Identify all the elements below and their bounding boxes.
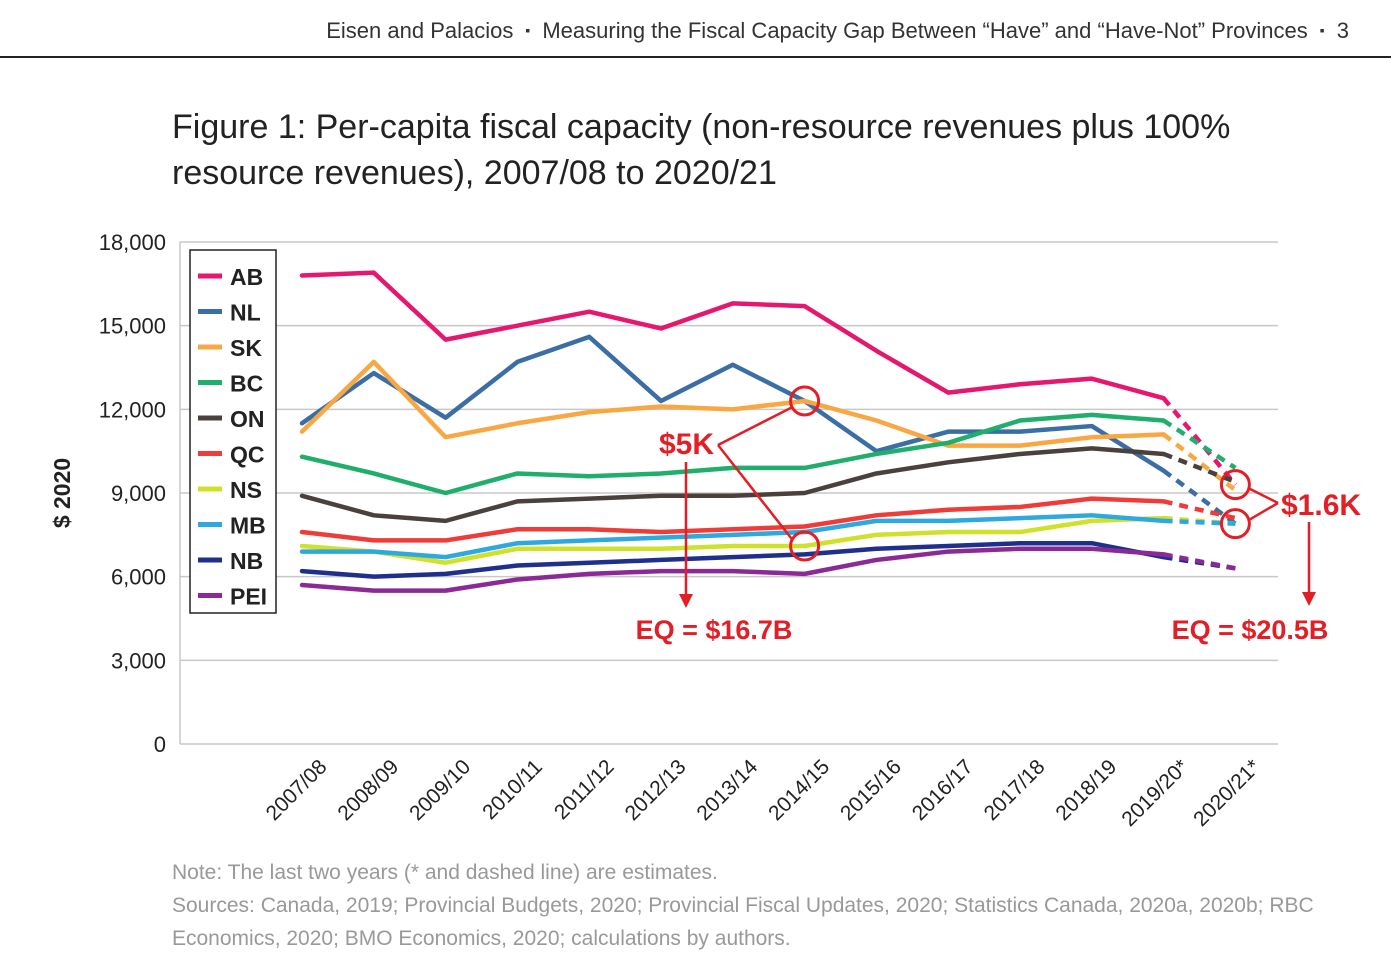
series-line-on — [299, 446, 1166, 524]
series-line-ns — [299, 515, 1166, 565]
grid-lines — [180, 241, 1278, 745]
header-authors: Eisen and Palacios — [326, 18, 514, 43]
x-tick-label: 2015/16 — [836, 755, 906, 825]
legend-label: BC — [230, 371, 263, 397]
series-line-mb — [299, 513, 1166, 560]
x-tick-label: 2011/12 — [550, 755, 619, 824]
y-axis-title: $ 2020 — [49, 458, 75, 528]
annotation-connector — [717, 444, 794, 541]
x-tick-label: 2009/10 — [405, 755, 475, 825]
y-tick-label: 3,000 — [111, 648, 166, 673]
annotation-circle — [789, 385, 821, 417]
legend-label: SK — [230, 335, 262, 361]
series-line-bc — [299, 412, 1166, 496]
x-tick-label: 2013/14 — [692, 755, 762, 825]
annotation-circle — [789, 530, 821, 562]
legend-label: PEI — [230, 584, 267, 610]
series-line-qc — [299, 496, 1166, 543]
series-line-ab — [299, 270, 1166, 401]
legend-label: AB — [230, 264, 263, 290]
series-estimate-line-qc — [1163, 499, 1236, 521]
annotation-eq-2020: EQ = $20.5B — [1172, 615, 1329, 645]
legend-label: MB — [230, 513, 266, 539]
note-text: Note: The last two years (* and dashed l… — [172, 861, 718, 884]
x-tick-label: 2010/11 — [478, 755, 547, 824]
running-header: Eisen and Palacios ▪ Measuring the Fiscal … — [0, 18, 1391, 58]
y-tick-label: 6,000 — [111, 565, 166, 590]
y-tick-label: 0 — [154, 732, 166, 757]
x-tick-label: 2016/17 — [908, 755, 978, 825]
y-tick-label: 18,000 — [99, 230, 166, 255]
annotation-gap-2014: $5K — [659, 428, 714, 461]
x-tick-label: 2020/21* — [1189, 755, 1265, 831]
annotation-gap-2020: $1.6K — [1281, 489, 1361, 522]
series-estimate-line-pei — [1163, 552, 1236, 571]
annotation-arrowhead — [1302, 592, 1316, 606]
annotation-circle — [1219, 508, 1251, 540]
x-tick-label: 2018/19 — [1051, 755, 1121, 825]
annotation-connector — [717, 405, 794, 447]
series-lines — [299, 270, 1238, 593]
y-tick-label: 12,000 — [99, 397, 166, 422]
annotation-connector — [1248, 501, 1279, 521]
series-line-nl — [299, 334, 1166, 473]
figure-notes: Note: The last two years (* and dashed l… — [172, 856, 1372, 955]
legend-label: ON — [230, 406, 265, 432]
annotation-eq-2014: EQ = $16.7B — [636, 615, 793, 645]
header-running-title: Measuring the Fiscal Capacity Gap Betwee… — [542, 18, 1308, 43]
series-line-sk — [299, 359, 1166, 448]
sources-text: Sources: Canada, 2019; Provincial Budget… — [172, 894, 1314, 950]
y-tick-label: 9,000 — [111, 481, 166, 506]
annotation-circle — [1219, 469, 1251, 501]
figure-title: Figure 1: Per-capita fiscal capacity (no… — [172, 108, 1231, 192]
legend-label: NS — [230, 477, 262, 503]
annotation-connector — [1248, 487, 1279, 505]
running-header-text: Eisen and Palacios ▪ Measuring the Fiscal … — [326, 18, 1349, 44]
legend-label: QC — [230, 442, 265, 468]
x-tick-label: 2008/09 — [333, 755, 403, 825]
header-separator: ▪ — [1319, 22, 1325, 38]
y-tick-label: 15,000 — [99, 314, 166, 339]
header-separator: ▪ — [525, 22, 531, 38]
series-estimate-line-mb — [1163, 518, 1236, 526]
annotations: $5K EQ = $16.7B $1.6K EQ = $20.5B — [636, 385, 1361, 645]
x-tick-label: 2017/18 — [980, 755, 1050, 825]
x-tick-label: 2012/13 — [621, 755, 691, 825]
series-estimate-line-bc — [1162, 418, 1237, 470]
legend-label: NB — [230, 548, 263, 574]
series-estimate-line-ab — [1161, 396, 1238, 487]
series-estimate-line-sk — [1162, 432, 1237, 492]
series-line-nb — [299, 540, 1166, 579]
x-tick-label: 2014/15 — [764, 755, 834, 825]
legend: AB NL SK BC ON QC NS MB NB PEI — [189, 249, 277, 614]
annotation-arrowhead — [679, 594, 693, 608]
page-number: 3 — [1336, 18, 1349, 43]
x-tick-label: 2007/08 — [262, 755, 332, 825]
series-line-pei — [299, 546, 1166, 593]
legend-label: NL — [230, 300, 261, 326]
x-tick-label: 2019/20* — [1117, 755, 1193, 831]
